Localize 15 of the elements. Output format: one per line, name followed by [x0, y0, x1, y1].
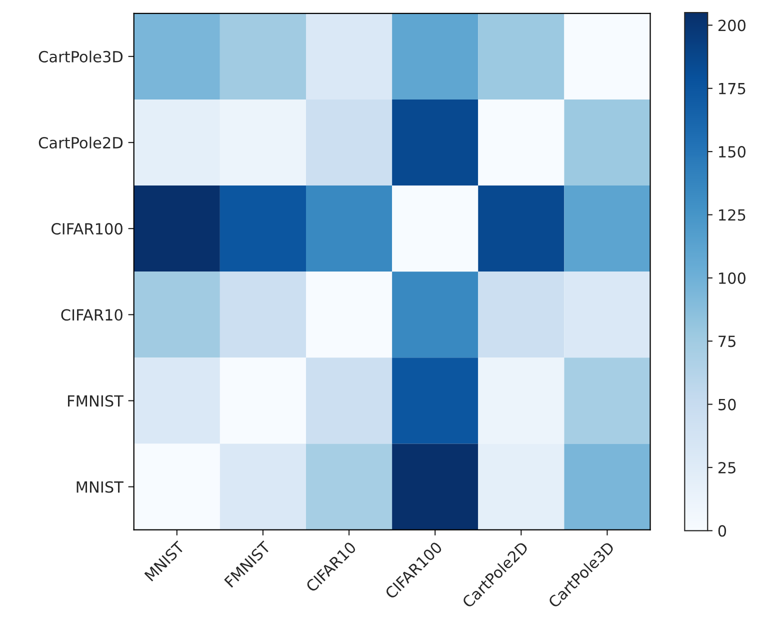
- color-bar-label: 50: [718, 398, 736, 410]
- y-tick-label: CIFAR100: [52, 223, 122, 235]
- y-tick-label: MNIST: [76, 481, 124, 493]
- color-bar-label: 25: [718, 462, 736, 474]
- color-bar-label: 125: [719, 209, 746, 221]
- y-tick-label: CartPole2D: [38, 136, 123, 149]
- color-bar-label: 75: [718, 336, 736, 348]
- y-tick-label: FMNIST: [68, 395, 124, 407]
- y-tick-label: CIFAR10: [61, 309, 122, 321]
- y-tick-label: CartPole3D: [38, 50, 123, 62]
- color-bar-label: 150: [719, 146, 746, 158]
- color-bar-label: 100: [719, 272, 746, 284]
- color-bar-label: 175: [719, 83, 746, 94]
- color-bar-label: 200: [718, 20, 746, 32]
- color-bar-label: 0: [718, 525, 726, 537]
